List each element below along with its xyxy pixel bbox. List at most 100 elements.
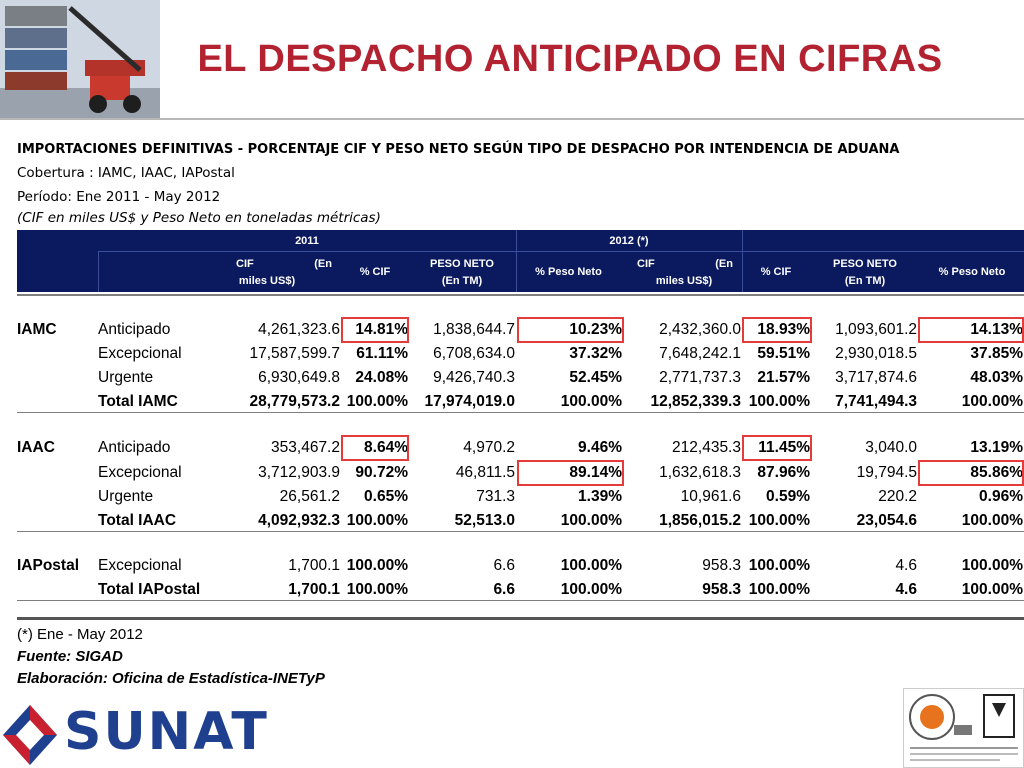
group-label: IAMC [17, 321, 57, 338]
cif-2011-cell: 1,700.1 [288, 581, 340, 598]
peso-2012-cell: 23,054.6 [856, 512, 917, 529]
pct-peso-2012-cell: 100.00% [961, 512, 1023, 529]
pct-cif-2012-cell: 0.59% [766, 488, 810, 505]
peso-2012-cell: 4.6 [895, 581, 917, 598]
table-row: Excepcional 17,587,599.7 61.11% 6,708,63… [17, 343, 1024, 365]
cif-2012-cell: 12,852,339.3 [650, 393, 741, 410]
sunat-logo: SUNAT [0, 702, 267, 768]
highlight-box [918, 317, 1024, 343]
peso-2012-cell: 4.6 [895, 557, 917, 574]
pct-peso-2012-cell: 85.86% [970, 464, 1023, 481]
peso-2011-cell: 6.6 [493, 581, 515, 598]
peso-2011-cell: 1,838,644.7 [433, 321, 515, 338]
pct-peso-2012-cell: 13.19% [970, 439, 1023, 456]
cif-2012-cell: 212,435.3 [672, 439, 741, 456]
page-title: EL DESPACHO ANTICIPADO EN CIFRAS [197, 38, 943, 80]
sunat-logo-text: SUNAT [64, 702, 269, 762]
highlight-box [341, 435, 409, 461]
prepared-by-note: Elaboración: Oficina de Estadística-INET… [17, 670, 325, 687]
pct-peso-2011-cell: 100.00% [560, 581, 622, 598]
year-2012-header: 2012 (*) [609, 234, 649, 247]
table-row: IAMC Anticipado 4,261,323.6 14.81% 1,838… [17, 319, 1024, 341]
highlight-box [517, 460, 624, 486]
header-divider [98, 251, 1024, 252]
table-row: Urgente 26,561.2 0.65% 731.3 1.39% 10,96… [17, 486, 1024, 508]
cif-2011-cell: 353,467.2 [271, 439, 340, 456]
peso-2012-cell: 7,741,494.3 [835, 393, 917, 410]
table-row: Urgente 6,930,649.8 24.08% 9,426,740.3 5… [17, 367, 1024, 389]
total-row: Total IAMC 28,779,573.2 100.00% 17,974,0… [17, 391, 1024, 413]
certification-badges [903, 688, 1024, 768]
col-peso-2011-label-a: PESO NETO [430, 258, 494, 270]
pct-cif-2012-cell: 21.57% [757, 369, 810, 386]
total-rule [17, 412, 1024, 413]
pct-peso-2012-cell: 37.85% [970, 345, 1023, 362]
table-bottom-rule [17, 617, 1024, 620]
row-label: Total IAPostal [98, 581, 201, 598]
col-cif-2011-label-a: CIF [236, 258, 254, 270]
pct-peso-2011-cell: 1.39% [578, 488, 622, 505]
cif-2011-cell: 4,092,932.3 [258, 512, 340, 529]
pct-cif-2011-cell: 24.08% [355, 369, 408, 386]
peso-2011-cell: 6.6 [493, 557, 515, 574]
pct-peso-2012-cell: 100.00% [961, 557, 1023, 574]
col-cif-2011-label-b: (En [314, 258, 332, 270]
cif-2012-cell: 2,432,360.0 [659, 321, 741, 338]
pct-cif-2011-cell: 100.00% [346, 557, 408, 574]
table-row: IAAC Anticipado 353,467.2 8.64% 4,970.2 … [17, 437, 1024, 459]
total-row: Total IAAC 4,092,932.3 100.00% 52,513.0 … [17, 510, 1024, 532]
table-header: 2011 2012 (*) CIF (En miles US$) % CIF P… [17, 230, 1024, 292]
cif-2012-cell: 7,648,242.1 [659, 345, 741, 362]
header-bottom-rule [17, 294, 1024, 296]
year-divider [516, 230, 517, 292]
peso-2011-cell: 46,811.5 [455, 464, 515, 481]
pct-peso-2012-cell: 100.00% [961, 581, 1023, 598]
column-divider [98, 252, 99, 292]
pct-cif-2011-cell: 61.11% [356, 345, 408, 362]
col-pct-cif-2011: % CIF [359, 265, 391, 278]
cif-2011-cell: 4,261,323.6 [258, 321, 340, 338]
cif-2012-cell: 2,771,737.3 [659, 369, 741, 386]
col-peso-2011-label-b: (En TM) [441, 275, 483, 287]
cif-2011-cell: 3,712,903.9 [258, 464, 340, 481]
col-cif-2012-label-b: (En [715, 258, 733, 270]
pct-peso-2011-cell: 89.14% [569, 464, 622, 481]
pct-cif-2012-cell: 11.45% [758, 439, 810, 456]
peso-2012-cell: 19,794.5 [856, 464, 917, 481]
highlight-box [742, 317, 812, 343]
cif-2011-cell: 1,700.1 [288, 557, 340, 574]
period-text: Período: Ene 2011 - May 2012 [17, 189, 221, 205]
highlight-box [517, 317, 624, 343]
table-row: Excepcional 3,712,903.9 90.72% 46,811.5 … [17, 462, 1024, 484]
peso-2011-cell: 731.3 [476, 488, 515, 505]
units-note: (CIF en miles US$ y Peso Neto en tonelad… [17, 210, 381, 226]
row-label: Excepcional [98, 345, 182, 362]
peso-2011-cell: 17,974,019.0 [424, 393, 515, 410]
group-label: IAPostal [17, 557, 80, 574]
row-label: Excepcional [98, 464, 182, 481]
total-rule [17, 600, 1024, 601]
col-pct-cif-2012: % CIF [760, 265, 792, 278]
pct-cif-2011-cell: 8.64% [364, 439, 408, 456]
pct-peso-2011-cell: 100.00% [560, 557, 622, 574]
pct-cif-2011-cell: 90.72% [355, 464, 408, 481]
highlight-box [918, 460, 1024, 486]
row-label: Anticipado [98, 439, 171, 456]
peso-2011-cell: 6,708,634.0 [433, 345, 515, 362]
cif-2012-cell: 958.3 [702, 581, 741, 598]
col-pct-peso-2011: % Peso Neto [535, 265, 602, 278]
peso-2012-cell: 3,717,874.6 [835, 369, 917, 386]
col-peso-2012-label-b: (En TM) [844, 275, 886, 287]
pct-cif-2012-cell: 100.00% [748, 393, 810, 410]
col-cif-2012-label-a: CIF [637, 258, 655, 270]
total-row: Total IAPostal 1,700.1 100.00% 6.6 100.0… [17, 579, 1024, 601]
group-label: IAAC [17, 439, 55, 456]
row-label: Total IAAC [98, 512, 177, 529]
row-label: Excepcional [98, 557, 182, 574]
highlight-box [742, 435, 812, 461]
peso-2011-cell: 9,426,740.3 [433, 369, 515, 386]
col-peso-2011: PESO NETO (En TM) [408, 252, 516, 292]
sunat-emblem-icon [3, 705, 57, 765]
pct-peso-2011-cell: 37.32% [569, 345, 622, 362]
footnote: (*) Ene - May 2012 [17, 626, 143, 643]
